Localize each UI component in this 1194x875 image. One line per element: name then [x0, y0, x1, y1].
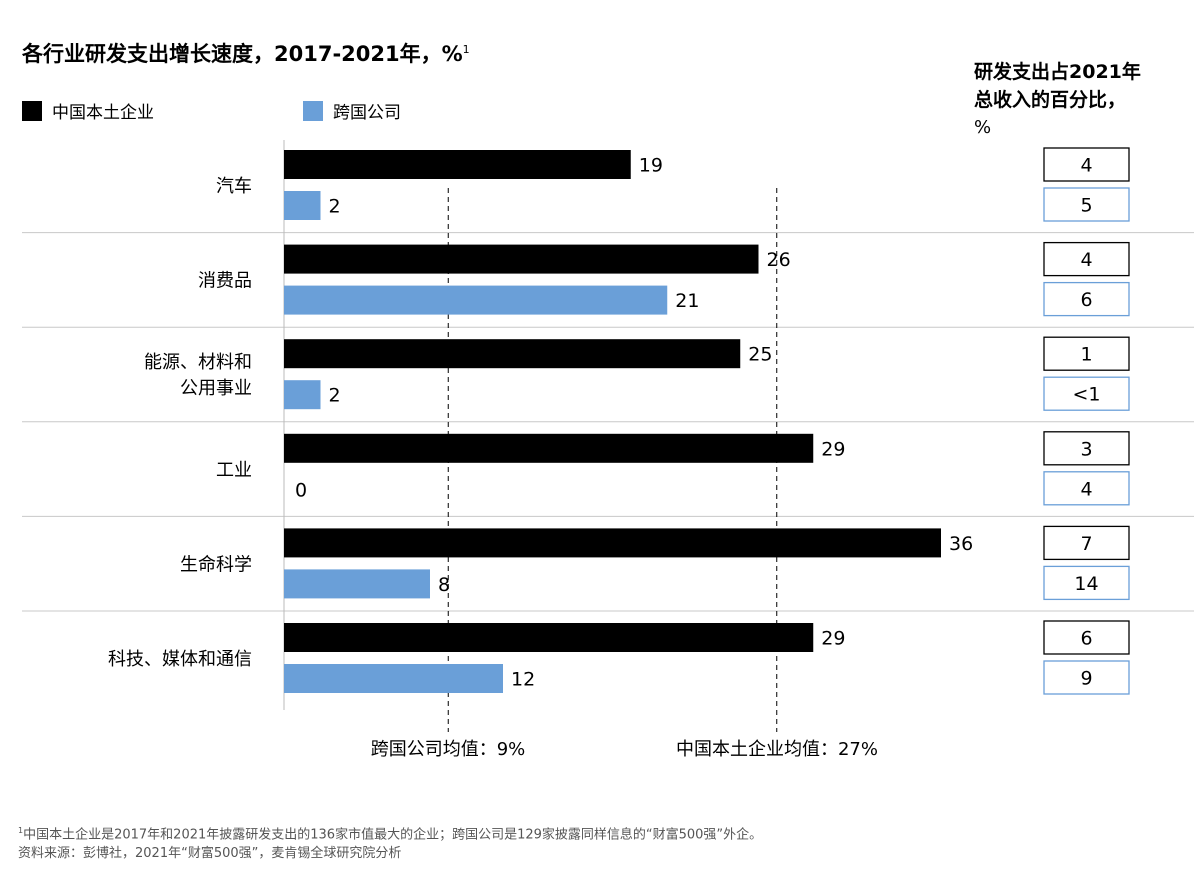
rd-share-value-domestic: 7 [1080, 533, 1092, 555]
rd-share-title-line1: 研发支出占2021年 [974, 61, 1141, 83]
rd-share-value-multinational: 9 [1080, 668, 1092, 690]
rd-share-box-multinational [1043, 281, 1130, 317]
multinational-value-label: 8 [438, 574, 450, 596]
category-label: 生命科学 [180, 554, 252, 575]
legend-domestic-label: 中国本土企业 [52, 103, 154, 123]
title-footnote-marker: 1 [462, 43, 470, 56]
legend-domestic: 中国本土企业 [22, 98, 154, 123]
category-label: 能源、材料和 [144, 352, 252, 373]
category-label: 科技、媒体和通信 [108, 649, 252, 670]
category-label: 消费品 [198, 271, 252, 292]
domestic-value-label: 29 [821, 628, 845, 650]
rd-share-title-unit: % [974, 117, 992, 138]
legend-multinational: 跨国公司 [303, 98, 401, 123]
multinational-value-label: 12 [511, 669, 535, 691]
multinational-bar [284, 285, 668, 315]
rd-share-box-domestic [1043, 241, 1130, 277]
rd-share-value-domestic: 3 [1080, 438, 1092, 460]
category-label: 汽车 [216, 176, 252, 197]
legend-multinational-swatch [303, 100, 323, 121]
multinational-bar [284, 664, 503, 693]
rd-share-value-multinational: <1 [1072, 384, 1100, 406]
rd-share-value-multinational: 14 [1074, 573, 1098, 595]
domestic-bar [284, 528, 941, 558]
footnote-line2: 资料来源：彭博社，2021年“财富500强”，麦肯锡全球研究院分析 [18, 846, 402, 862]
multinational-value-label: 0 [295, 479, 307, 501]
domestic-bar [284, 339, 741, 369]
domestic-bar [284, 244, 759, 274]
rd-share-box-domestic [1043, 431, 1130, 466]
domestic-value-label: 19 [639, 155, 663, 177]
rd-share-value-domestic: 4 [1080, 155, 1092, 177]
domestic-value-label: 29 [821, 438, 845, 460]
multinational-value-label: 2 [329, 196, 341, 218]
footnote-marker: 1 [18, 826, 24, 835]
legend-domestic-swatch [22, 100, 42, 121]
rd-share-value-multinational: 4 [1080, 478, 1092, 500]
reference-line-label: 跨国公司均值：9% [371, 739, 526, 760]
rd-share-value-multinational: 6 [1080, 289, 1092, 311]
rd-share-title-line2: 总收入的百分比， [974, 89, 1127, 111]
domestic-value-label: 25 [748, 344, 772, 366]
rd-share-box-multinational [1043, 376, 1130, 411]
domestic-bar [284, 150, 631, 179]
footnote-line1: 1中国本土企业是2017年和2021年披露研发支出的136家市值最大的企业；跨国… [18, 826, 763, 843]
rd-share-value-multinational: 5 [1080, 195, 1092, 217]
footnote: 1中国本土企业是2017年和2021年披露研发支出的136家市值最大的企业；跨国… [18, 821, 762, 863]
domestic-bar [284, 433, 814, 463]
multinational-value-label: 21 [675, 290, 699, 312]
domestic-value-label: 26 [767, 249, 791, 271]
rd-share-value-domestic: 1 [1080, 344, 1092, 366]
rd-share-value-domestic: 4 [1080, 249, 1092, 271]
multinational-value-label: 2 [329, 385, 341, 407]
rd-share-box-multinational [1043, 660, 1130, 695]
multinational-bar [284, 380, 321, 410]
rd-share-value-domestic: 6 [1080, 628, 1092, 650]
multinational-bar [284, 191, 321, 220]
rd-share-box-domestic [1043, 525, 1130, 561]
rd-share-title: 研发支出占2021年 总收入的百分比， % [974, 58, 1141, 142]
category-label: 工业 [216, 460, 252, 481]
chart-title: 各行业研发支出增长速度，2017-2021年，%1 [22, 42, 470, 66]
category-label: 公用事业 [180, 378, 252, 399]
domestic-bar [284, 623, 814, 652]
rd-share-box-multinational [1043, 565, 1130, 601]
rd-share-box-domestic [1043, 620, 1130, 655]
rd-share-box-domestic [1043, 147, 1130, 182]
multinational-bar [284, 569, 430, 599]
rd-share-box-domestic [1043, 336, 1130, 371]
domestic-value-label: 36 [949, 533, 973, 555]
rd-share-box-multinational [1043, 187, 1130, 222]
legend-multinational-label: 跨国公司 [333, 103, 401, 123]
reference-line-label: 中国本土企业均值：27% [676, 739, 878, 760]
rd-share-box-multinational [1043, 471, 1130, 506]
